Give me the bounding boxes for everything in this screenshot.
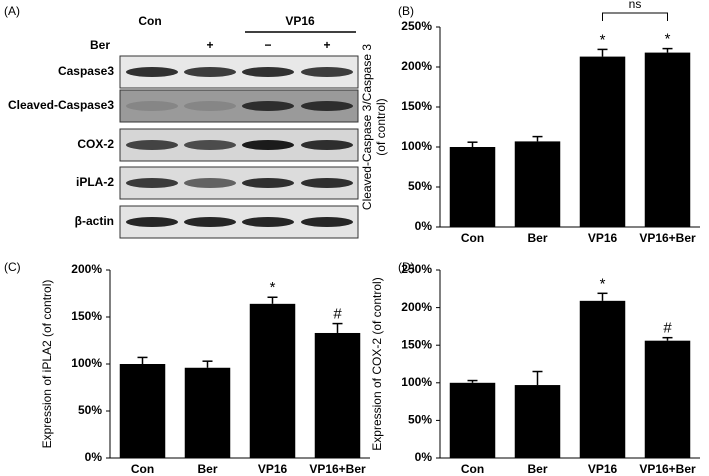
- x-tick-label: Ber: [527, 462, 547, 476]
- bar: [449, 382, 496, 458]
- y-tick-label: 100%: [401, 375, 432, 389]
- band: [184, 217, 236, 227]
- treatment-mark: −: [264, 38, 271, 52]
- x-tick-label: VP16+Ber: [639, 231, 696, 245]
- y-tick-label: 150%: [401, 99, 432, 113]
- bar: [514, 141, 561, 227]
- band: [301, 178, 353, 188]
- band: [126, 140, 178, 150]
- y-tick-label: 100%: [401, 139, 432, 153]
- significance-marker: #: [333, 306, 342, 323]
- y-tick-label: 250%: [401, 262, 432, 276]
- treatment-mark: +: [323, 38, 330, 52]
- bar: [644, 52, 691, 227]
- bar: [644, 340, 691, 458]
- band: [242, 67, 294, 77]
- y-tick-label: 250%: [401, 19, 432, 33]
- panel-label: (B): [398, 4, 414, 18]
- band: [184, 178, 236, 188]
- band: [126, 217, 178, 227]
- band: [301, 140, 353, 150]
- bar: [249, 303, 296, 458]
- band: [242, 101, 294, 111]
- significance-marker: *: [665, 31, 671, 48]
- band: [301, 67, 353, 77]
- x-tick-label: Ber: [527, 231, 547, 245]
- y-axis-label: (of control): [374, 98, 388, 155]
- y-axis-label: Expression of COX-2 (of control): [370, 277, 384, 450]
- x-tick-label: VP16: [588, 231, 618, 245]
- y-tick-label: 50%: [408, 179, 432, 193]
- y-axis-label: Cleaved-Caspase 3/Caspase 3: [360, 44, 374, 210]
- bracket-label: ns: [629, 0, 642, 11]
- row-label: β-actin: [75, 214, 114, 228]
- y-tick-label: 0%: [415, 219, 433, 233]
- y-tick-label: 100%: [71, 356, 102, 370]
- panel-label: (C): [4, 260, 21, 274]
- x-tick-label: VP16: [588, 462, 618, 476]
- treatment-label: Ber: [90, 38, 110, 52]
- band: [126, 67, 178, 77]
- significance-marker: *: [600, 31, 606, 48]
- significance-marker: *: [270, 279, 276, 296]
- bar: [579, 300, 626, 458]
- y-tick-label: 150%: [71, 309, 102, 323]
- bar: [184, 367, 231, 458]
- x-tick-label: Ber: [197, 462, 217, 476]
- significance-marker: *: [600, 275, 606, 292]
- bracket: [602, 12, 668, 21]
- y-tick-label: 50%: [78, 403, 102, 417]
- x-tick-label: VP16: [258, 462, 288, 476]
- y-tick-label: 200%: [71, 262, 102, 276]
- row-label: Caspase3: [58, 64, 114, 78]
- x-tick-label: Con: [131, 462, 154, 476]
- bar: [449, 147, 496, 227]
- panel-label: (A): [4, 4, 20, 18]
- band: [184, 101, 236, 111]
- x-tick-label: VP16+Ber: [309, 462, 366, 476]
- bar: [579, 56, 626, 227]
- band: [242, 217, 294, 227]
- band: [242, 178, 294, 188]
- group-label: Con: [138, 14, 161, 28]
- band: [126, 101, 178, 111]
- y-tick-label: 150%: [401, 337, 432, 351]
- panel-label: (D): [398, 260, 415, 274]
- x-tick-label: VP16+Ber: [639, 462, 696, 476]
- x-tick-label: Con: [461, 462, 484, 476]
- band: [242, 140, 294, 150]
- row-label: Cleaved-Caspase3: [8, 98, 114, 112]
- band: [184, 67, 236, 77]
- bar: [514, 385, 561, 458]
- row-label: iPLA-2: [76, 175, 114, 189]
- y-tick-label: 200%: [401, 59, 432, 73]
- significance-marker: #: [663, 320, 672, 337]
- group-label: VP16: [285, 14, 315, 28]
- y-tick-label: 200%: [401, 300, 432, 314]
- row-label: COX-2: [77, 137, 114, 151]
- band: [184, 140, 236, 150]
- band: [301, 101, 353, 111]
- y-tick-label: 0%: [415, 450, 433, 464]
- band: [301, 217, 353, 227]
- y-tick-label: 0%: [85, 450, 103, 464]
- bar: [119, 364, 166, 458]
- y-axis-label: Expression of iPLA2 (of control): [40, 280, 54, 449]
- x-tick-label: Con: [461, 231, 484, 245]
- bar: [314, 332, 361, 458]
- treatment-mark: +: [206, 38, 213, 52]
- y-tick-label: 50%: [408, 413, 432, 427]
- band: [126, 178, 178, 188]
